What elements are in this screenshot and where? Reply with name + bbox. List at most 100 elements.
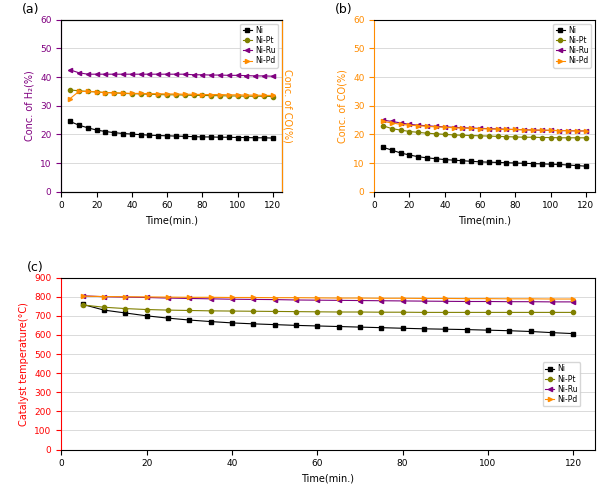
Ni — [378, 325, 385, 330]
Ni — [269, 135, 276, 141]
Line: Ni-Pt: Ni-Pt — [80, 303, 576, 315]
Ni-Ru — [582, 128, 590, 134]
Ni-Pt — [476, 133, 484, 139]
X-axis label: Time(min.): Time(min.) — [302, 474, 354, 484]
Ni — [128, 131, 135, 137]
Ni-Pd — [378, 295, 385, 301]
Ni-Pt — [249, 308, 257, 314]
Ni-Ru — [356, 297, 364, 303]
Legend: Ni, Ni-Pt, Ni-Ru, Ni-Pd: Ni, Ni-Pt, Ni-Ru, Ni-Pd — [543, 362, 580, 406]
Ni — [154, 132, 162, 138]
Ni-Ru — [441, 298, 449, 304]
Ni-Ru — [421, 298, 428, 304]
Ni-Pd — [520, 127, 528, 133]
Ni-Pt — [335, 309, 342, 315]
Ni — [121, 310, 129, 316]
Ni-Ru — [468, 125, 475, 131]
Ni-Pt — [110, 90, 118, 96]
Line: Ni-Ru: Ni-Ru — [80, 294, 576, 304]
Ni — [66, 119, 74, 124]
Ni-Pd — [164, 91, 171, 97]
Ni — [548, 329, 555, 335]
Line: Ni-Pd: Ni-Pd — [381, 120, 588, 133]
Ni — [582, 163, 590, 169]
Ni-Pt — [432, 131, 440, 137]
Ni-Pd — [93, 89, 101, 95]
Line: Ni: Ni — [381, 145, 588, 168]
Ni-Pd — [547, 127, 554, 133]
Ni-Ru — [335, 297, 342, 303]
Ni-Pd — [120, 90, 127, 96]
Ni-Ru — [529, 127, 536, 133]
Text: (a): (a) — [21, 3, 39, 16]
Ni — [441, 157, 449, 163]
Ni — [75, 122, 83, 128]
Ni-Ru — [432, 124, 440, 129]
Ni-Pt — [441, 131, 449, 137]
Ni-Pd — [569, 296, 577, 302]
Ni-Pd — [512, 126, 519, 132]
Ni — [441, 326, 449, 332]
Ni — [102, 128, 109, 134]
Ni-Pt — [424, 130, 431, 136]
Ni-Pd — [388, 120, 395, 126]
Ni-Ru — [269, 73, 276, 79]
Ni-Pt — [190, 92, 197, 98]
Line: Ni: Ni — [80, 302, 576, 336]
Ni-Pt — [164, 307, 172, 313]
Ni — [172, 133, 180, 139]
Ni-Pd — [110, 90, 118, 96]
Y-axis label: Catalyst temperature(°C): Catalyst temperature(°C) — [19, 302, 29, 425]
Ni — [84, 125, 91, 131]
Ni-Pt — [75, 88, 83, 94]
Ni — [538, 161, 546, 167]
Y-axis label: Conc. of CO(%): Conc. of CO(%) — [337, 69, 348, 143]
Legend: Ni, Ni-Pt, Ni-Ru, Ni-Pd: Ni, Ni-Pt, Ni-Ru, Ni-Pd — [240, 24, 278, 68]
Ni-Pd — [102, 89, 109, 95]
Ni-Pd — [573, 128, 581, 134]
Ni-Ru — [379, 117, 387, 123]
Ni-Pt — [555, 135, 563, 141]
Ni-Pt — [547, 134, 554, 140]
Ni-Pd — [225, 92, 232, 98]
Ni-Ru — [137, 71, 144, 77]
Ni-Ru — [186, 295, 193, 301]
Ni-Pt — [494, 133, 501, 139]
Ni-Pt — [459, 132, 466, 138]
Ni — [494, 160, 501, 165]
Ni-Ru — [314, 297, 321, 303]
Ni-Pt — [164, 92, 171, 98]
Ni-Ru — [271, 296, 278, 302]
Ni — [459, 158, 466, 164]
Ni-Pd — [335, 295, 342, 301]
Ni — [356, 324, 364, 330]
Ni — [243, 134, 250, 140]
Ni-Pd — [207, 294, 215, 300]
Ni — [432, 156, 440, 162]
Ni-Pt — [120, 90, 127, 96]
Ni-Pd — [79, 293, 86, 299]
Ni-Pt — [414, 129, 422, 135]
Ni-Pt — [441, 309, 449, 315]
Ni-Ru — [424, 123, 431, 129]
Ni-Pd — [269, 92, 276, 98]
Ni — [421, 326, 428, 332]
Ni-Pt — [512, 134, 519, 140]
Ni-Ru — [463, 298, 470, 304]
Ni-Pd — [582, 128, 590, 134]
Ni-Pd — [506, 296, 513, 302]
Ni-Pd — [216, 91, 224, 97]
Ni-Pt — [503, 134, 510, 140]
Ni-Pt — [225, 93, 232, 99]
Ni-Pt — [520, 134, 528, 140]
Ni — [569, 330, 577, 336]
Ni — [314, 323, 321, 329]
Ni-Pt — [565, 135, 572, 141]
Ni — [399, 325, 406, 331]
Ni-Ru — [79, 293, 86, 299]
Ni — [527, 329, 535, 334]
Ni-Pt — [154, 91, 162, 97]
Ni — [463, 327, 470, 332]
Ni-Ru — [397, 120, 405, 126]
Ni-Ru — [485, 125, 492, 131]
